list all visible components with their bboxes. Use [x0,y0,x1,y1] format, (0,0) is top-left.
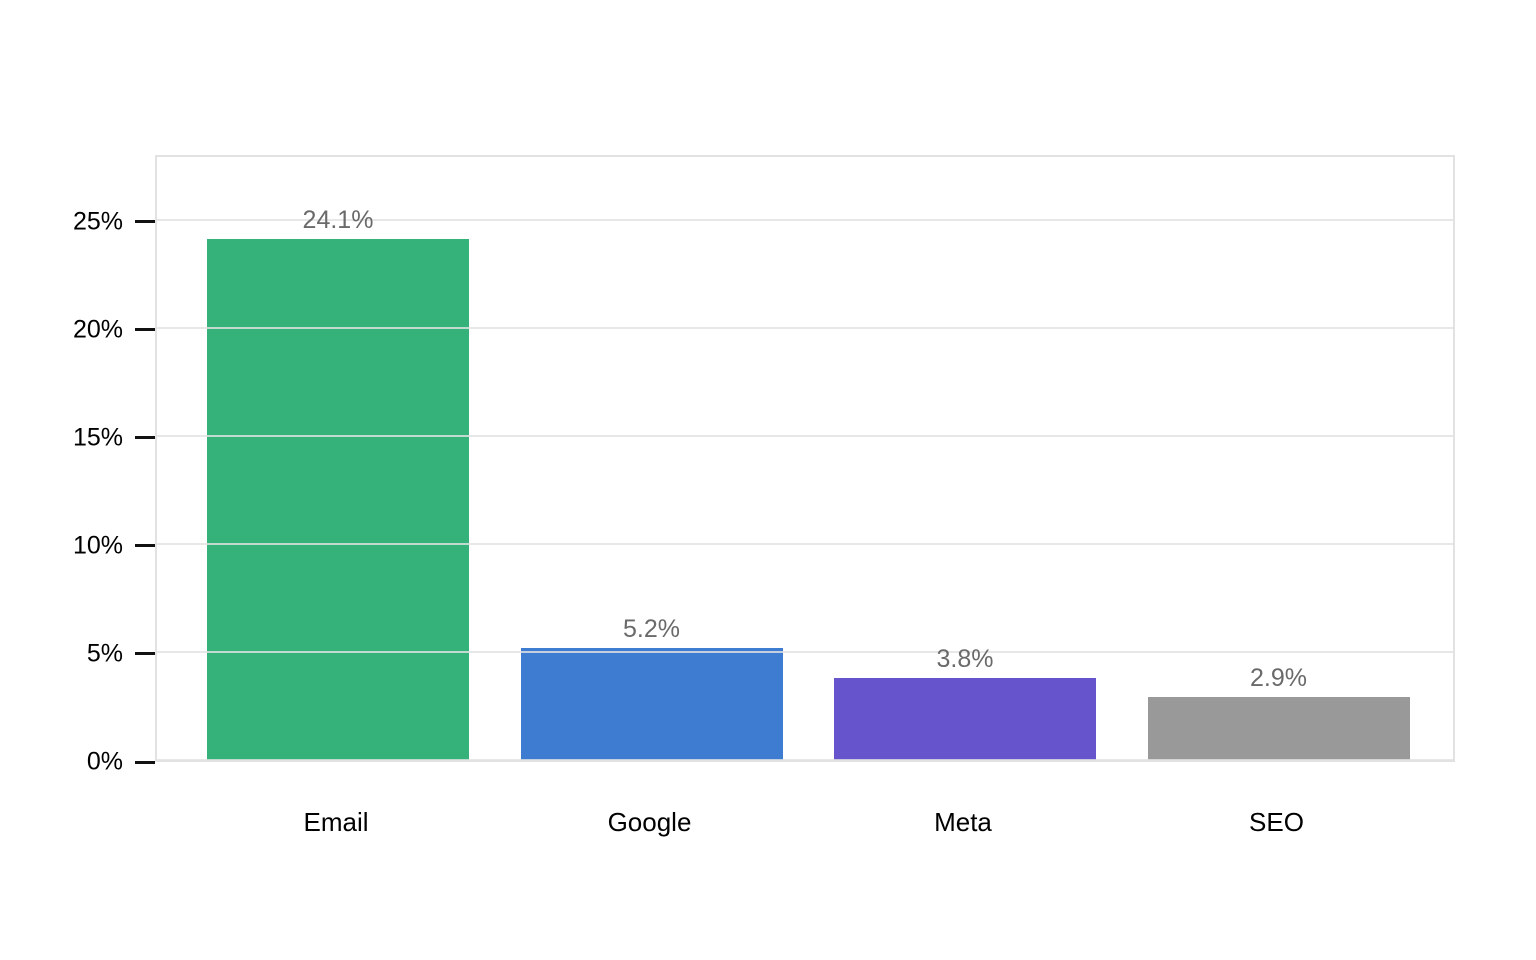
y-tick-label: 10% [72,531,123,560]
gridline-0% [157,759,1453,761]
y-tick-label: 25% [72,207,123,236]
y-tick-mark [135,220,155,224]
x-tick-label-email: Email [303,807,369,837]
plot-area: 24.1% 5.2% 3.8% 2.9% [155,155,1455,762]
gridline-25% [157,218,1453,221]
y-tick-mark [135,436,155,440]
value-label-seo: 2.9% [1250,664,1307,693]
y-tick-mark [135,760,155,764]
bar-email [207,239,469,760]
y-tick-label: 5% [86,639,123,668]
gridline-15% [157,434,1453,437]
y-tick-mark [135,544,155,548]
y-tick-mark [135,652,155,656]
value-label-google: 5.2% [623,614,680,643]
value-label-meta: 3.8% [936,644,994,673]
gridline-10% [157,543,1453,545]
y-tick-label: 0% [86,747,123,776]
y-tick-mark [135,328,155,332]
x-tick-label-google: Google [607,807,692,837]
x-tick-label-meta: Meta [934,807,992,837]
gridline-5% [157,651,1453,653]
y-tick-label: 15% [72,423,123,452]
bar-seo [1147,697,1410,760]
bar-meta [834,677,1096,760]
value-label-email: 24.1% [302,206,374,235]
y-tick-label: 20% [72,315,123,344]
gridline-20% [157,326,1453,329]
bar-google [520,647,783,760]
x-tick-label-seo: SEO [1249,807,1304,837]
